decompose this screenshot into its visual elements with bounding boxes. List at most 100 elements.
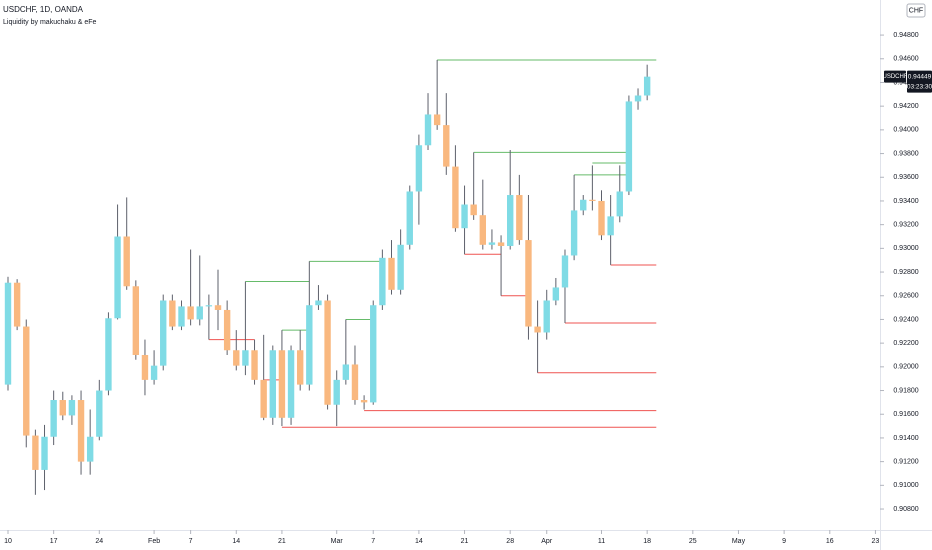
candle-body: [269, 350, 276, 418]
x-tick-label: 18: [643, 538, 651, 545]
candle-body: [342, 364, 350, 380]
x-tick-label: 9: [782, 538, 786, 545]
x-tick-label: Mar: [331, 538, 344, 545]
candle-body: [488, 242, 496, 245]
candle-body: [41, 436, 48, 470]
candle-body: [370, 305, 377, 403]
x-tick-label: 7: [371, 538, 375, 545]
currency[interactable]: CHF: [909, 7, 923, 14]
chart-title: USDCHF, 1D, OANDA: [3, 5, 84, 14]
candle-body: [543, 300, 550, 333]
candle-body: [160, 300, 167, 366]
candle-body: [251, 350, 258, 380]
y-tick-label: 0.91800: [893, 387, 918, 394]
x-tick-label: 24: [95, 538, 103, 545]
y-tick-label: 0.91200: [893, 458, 918, 465]
candle-body: [360, 400, 368, 403]
candle-body: [433, 114, 441, 126]
candle-body: [223, 309, 231, 351]
x-tick-label: Feb: [148, 538, 160, 545]
candle-body: [4, 282, 12, 385]
currency-box[interactable]: [906, 3, 926, 18]
candle-body: [306, 305, 313, 385]
candle-body: [86, 436, 94, 462]
last-price-box: [907, 70, 932, 93]
candle-body: [625, 101, 633, 192]
candle-body: [105, 318, 112, 391]
x-tick-label: 16: [826, 538, 834, 545]
candle-body: [178, 306, 185, 327]
price-labels: USDCHF 0.94449 03:23:30: [883, 70, 932, 93]
candle-body: [260, 379, 267, 418]
y-tick-label: 0.93600: [893, 174, 918, 181]
candle-body: [552, 287, 560, 301]
x-tick-label: 23: [872, 538, 880, 545]
x-tick-label: 25: [689, 538, 697, 545]
candle-body: [324, 300, 331, 405]
candle-body: [23, 326, 30, 436]
y-tick-label: 0.94000: [893, 127, 918, 134]
candle-body: [96, 390, 103, 437]
candle-body: [68, 400, 76, 416]
x-tick-label: 7: [189, 538, 193, 545]
candle-body: [315, 300, 322, 306]
candle-body: [77, 400, 85, 462]
y-tick-label: 0.92000: [893, 364, 918, 371]
y-tick-label: 0.92800: [893, 269, 918, 276]
x-tick-label: 21: [461, 538, 469, 545]
candle-body: [242, 350, 249, 366]
x-tick-label: 17: [50, 538, 58, 545]
candle-body: [534, 326, 541, 333]
candle-body: [233, 350, 240, 366]
candle-body: [507, 195, 514, 246]
candle-body: [187, 306, 194, 320]
candle-body: [561, 255, 569, 288]
y-tick-label: 0.93000: [893, 245, 918, 252]
candle-body: [114, 236, 121, 319]
y-tick-label: 0.93800: [893, 150, 918, 157]
candle-body: [50, 400, 57, 437]
y-tick-label: 0.94600: [893, 56, 918, 63]
candle-body: [278, 350, 286, 418]
candle-body: [296, 350, 304, 385]
candle-body: [132, 286, 140, 355]
candle-body: [59, 400, 66, 416]
candle-body: [32, 435, 39, 470]
candle-body: [169, 300, 176, 327]
candle-body: [616, 191, 623, 217]
countdown: 03:23:30: [907, 83, 932, 90]
candle-body: [516, 195, 523, 241]
candle-body: [643, 76, 651, 96]
x-tick-label: 11: [598, 538, 605, 545]
symbol-label: USDCHF: [883, 74, 908, 80]
candle-body: [424, 114, 432, 146]
candle-body: [497, 242, 505, 246]
candle-body: [196, 306, 203, 320]
candle-body: [13, 282, 21, 327]
candle-body: [461, 204, 468, 229]
candle-body: [388, 257, 395, 290]
y-tick-label: 0.92400: [893, 316, 918, 323]
y-tick-label: 0.93200: [893, 221, 918, 228]
axes: 0.90800 0.91000 0.91200 0.91400 0.91600 0.918…: [4, 32, 919, 545]
candle-body: [525, 240, 532, 327]
candle-body: [379, 257, 386, 306]
x-tick-label: 21: [278, 538, 286, 545]
x-tick-label: 28: [506, 538, 514, 545]
y-tick-label: 0.94200: [893, 103, 918, 110]
last-price: 0.94449: [908, 73, 932, 80]
y-tick-label: 0.91600: [893, 411, 918, 418]
symbol-label-box: [884, 70, 906, 83]
candle-body: [397, 244, 404, 290]
candle-body: [333, 379, 340, 405]
y-tick-label: 0.90800: [893, 506, 918, 513]
candle-body: [570, 210, 578, 256]
x-tick-label: 14: [415, 538, 423, 545]
x-tick-label: Apr: [541, 538, 553, 545]
candle-body: [598, 200, 605, 236]
x-tick-label: May: [732, 538, 746, 545]
plot-area: [4, 59, 657, 495]
candle-body: [580, 199, 587, 211]
candle-body: [214, 305, 222, 310]
candle-body: [589, 199, 596, 201]
